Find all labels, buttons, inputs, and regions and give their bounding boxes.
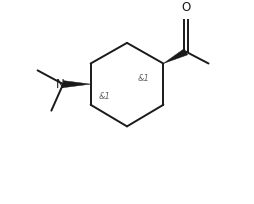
Text: &1: &1 [138, 74, 150, 83]
Text: O: O [182, 1, 191, 14]
Text: N: N [56, 78, 65, 91]
Polygon shape [163, 49, 188, 63]
Text: &1: &1 [99, 92, 110, 101]
Polygon shape [63, 81, 91, 88]
